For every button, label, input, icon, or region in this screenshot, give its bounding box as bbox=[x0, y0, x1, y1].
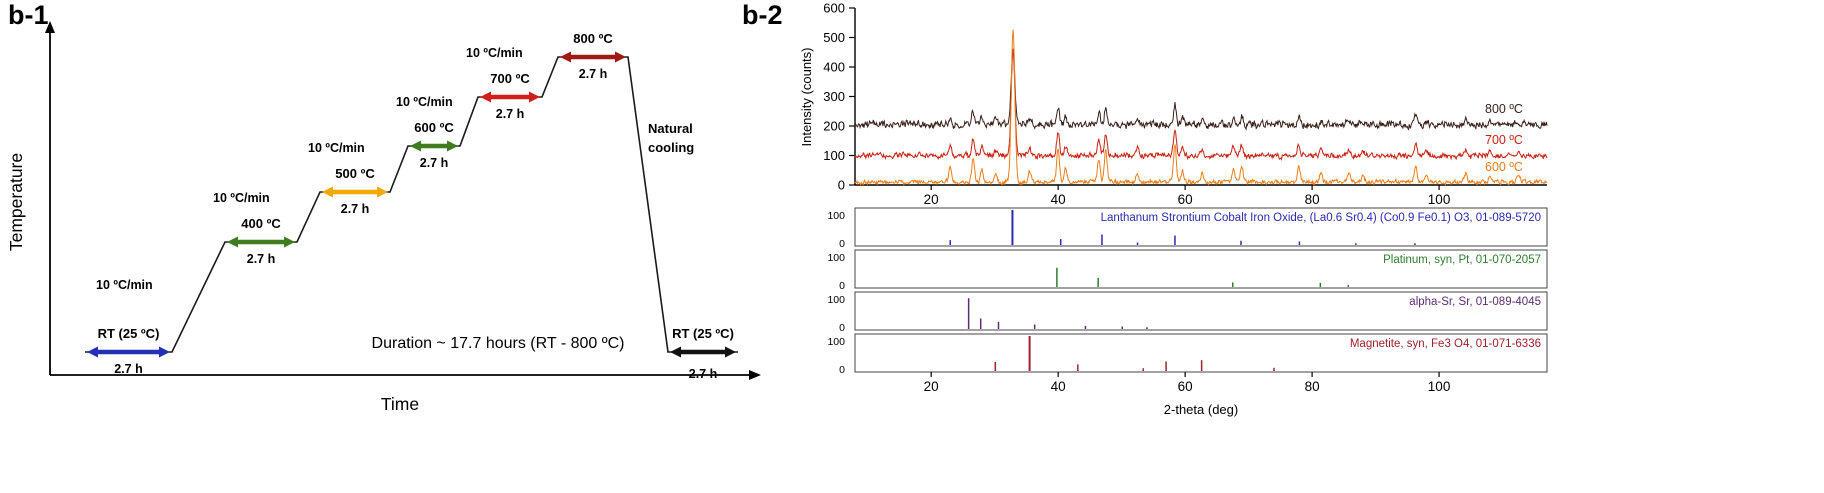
hold-arrow-4-left-head bbox=[480, 91, 491, 103]
main-y-tick-label: 600 bbox=[823, 1, 845, 16]
main-y-tick-label: 300 bbox=[823, 89, 845, 104]
temp-label-4: 700 ºC bbox=[490, 71, 530, 86]
panel-b2-label: b-2 bbox=[742, 0, 783, 30]
ref-panel-box-3 bbox=[854, 333, 1548, 373]
temp-label-1: 400 ºC bbox=[241, 216, 281, 231]
y-axis-title: Temperature bbox=[6, 153, 26, 251]
main-y-tick-label: 0 bbox=[838, 178, 845, 193]
trace-label: 600 ºC bbox=[1485, 160, 1523, 174]
hold-arrow-6-right-head bbox=[725, 346, 736, 358]
main-x-tick-label: 20 bbox=[924, 192, 939, 207]
main-x-tick-label: 80 bbox=[1305, 192, 1320, 207]
hold-arrow-1-left-head bbox=[227, 236, 238, 248]
ref-panel-y0: 0 bbox=[839, 364, 845, 376]
bottom-x-tick-label: 80 bbox=[1305, 379, 1320, 394]
hold-label-1: 2.7 h bbox=[247, 252, 276, 266]
hold-label-6: 2.7 h bbox=[689, 367, 718, 381]
main-x-tick-label: 100 bbox=[1428, 192, 1451, 207]
main-x-tick-label: 40 bbox=[1051, 192, 1066, 207]
main-y-tick-label: 500 bbox=[823, 30, 845, 45]
ramp-rate-4: 10 ºC/min bbox=[466, 46, 523, 60]
temp-label-0: RT (25 ºC) bbox=[98, 326, 160, 341]
trace-label: 800 ºC bbox=[1485, 102, 1523, 116]
duration-label: Duration ~ 17.7 hours (RT - 800 ºC) bbox=[372, 335, 625, 352]
main-y-tick-label: 100 bbox=[823, 148, 845, 163]
hold-arrow-5-right-head bbox=[615, 51, 626, 63]
hold-arrow-1-right-head bbox=[284, 236, 295, 248]
hold-label-2: 2.7 h bbox=[341, 202, 370, 216]
ref-panel-y100: 100 bbox=[827, 294, 845, 306]
hold-arrow-0-right-head bbox=[159, 346, 170, 358]
main-y-tick-label: 200 bbox=[823, 119, 845, 134]
main-y-tick-label: 400 bbox=[823, 60, 845, 75]
ref-panel-label-1: Platinum, syn, Pt, 01-070-2057 bbox=[1383, 254, 1541, 266]
natural-cooling-line2: cooling bbox=[648, 140, 694, 155]
hold-label-0: 2.7 h bbox=[114, 362, 143, 376]
xrd-trace-700 bbox=[854, 48, 1548, 162]
temp-label-5: 800 ºC bbox=[573, 31, 613, 46]
temp-label-6: RT (25 ºC) bbox=[672, 326, 734, 341]
ref-panel-label-2: alpha-Sr, Sr, 01-089-4045 bbox=[1409, 296, 1541, 308]
hold-arrow-3-right-head bbox=[447, 140, 458, 152]
intensity-axis-title: Intensity (counts) bbox=[799, 48, 814, 147]
bottom-x-tick-label: 60 bbox=[1178, 379, 1193, 394]
main-x-tick-label: 60 bbox=[1178, 192, 1193, 207]
hold-arrow-6-left-head bbox=[670, 346, 681, 358]
bottom-x-tick-label: 20 bbox=[924, 379, 939, 394]
hold-arrow-5-left-head bbox=[560, 51, 571, 63]
ref-panel-y0: 0 bbox=[839, 238, 845, 250]
trace-label: 700 ºC bbox=[1485, 133, 1523, 147]
x-axis-arrowhead bbox=[749, 370, 761, 380]
hold-arrow-0-left-head bbox=[87, 346, 98, 358]
temp-label-3: 600 ºC bbox=[414, 120, 454, 135]
ref-panel-y100: 100 bbox=[827, 336, 845, 348]
hold-arrow-3-left-head bbox=[410, 140, 421, 152]
ref-panel-label-3: Magnetite, syn, Fe3 O4, 01-071-6336 bbox=[1350, 338, 1541, 350]
hold-label-5: 2.7 h bbox=[579, 67, 608, 81]
ref-panel-box-2 bbox=[854, 291, 1548, 331]
natural-cooling-line1: Natural bbox=[648, 121, 693, 136]
ref-panel-y0: 0 bbox=[839, 280, 845, 292]
ramp-rate-0: 10 ºC/min bbox=[96, 278, 153, 292]
y-axis-arrowhead bbox=[45, 21, 55, 33]
ref-panel-y0: 0 bbox=[839, 322, 845, 334]
b1-group: Temperature Time RT (25 ºC) 2.7 h 400 ºC 2.7 … bbox=[6, 21, 761, 414]
hold-arrow-2-right-head bbox=[377, 186, 388, 198]
panel-b1-label: b-1 bbox=[8, 0, 49, 30]
xrd-trace-800 bbox=[854, 51, 1548, 131]
xrd-trace-600 bbox=[854, 29, 1548, 187]
ramp-rate-3: 10 ºC/min bbox=[396, 95, 453, 109]
ref-panel-label-0: Lanthanum Strontium Cobalt Iron Oxide, (… bbox=[1101, 212, 1541, 224]
temperature-profile-diagram: Temperature Time RT (25 ºC) 2.7 h 400 ºC 2.7 … bbox=[6, 21, 761, 414]
hold-label-4: 2.7 h bbox=[496, 107, 525, 121]
ramp-rate-1: 10 ºC/min bbox=[213, 191, 270, 205]
hold-arrow-2-left-head bbox=[322, 186, 333, 198]
hold-label-3: 2.7 h bbox=[420, 156, 449, 170]
ref-panel-box-1 bbox=[854, 249, 1548, 289]
temp-label-2: 500 ºC bbox=[335, 166, 375, 181]
bottom-x-tick-label: 100 bbox=[1428, 379, 1451, 394]
x-axis-title: Time bbox=[381, 394, 419, 414]
bottom-x-tick-label: 40 bbox=[1051, 379, 1066, 394]
ramp-rate-2: 10 ºC/min bbox=[308, 141, 365, 155]
ref-panel-box-0 bbox=[854, 207, 1548, 247]
ref-panel-y100: 100 bbox=[827, 210, 845, 222]
two-theta-axis-title: 2-theta (deg) bbox=[1164, 402, 1238, 417]
hold-arrow-4-right-head bbox=[529, 91, 540, 103]
ref-panel-y100: 100 bbox=[827, 252, 845, 264]
